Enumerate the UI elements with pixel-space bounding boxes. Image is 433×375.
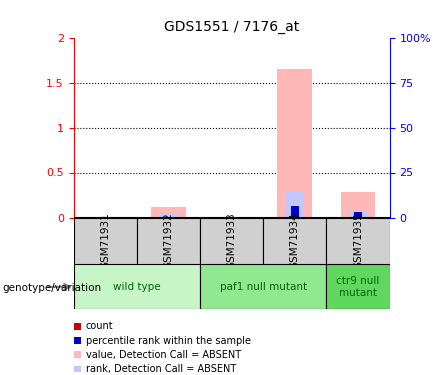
Bar [151,207,186,218]
Bar [200,264,326,309]
Text: genotype/variation: genotype/variation [2,283,101,292]
Bar [160,213,177,217]
Bar [263,217,326,264]
Text: wild type: wild type [113,282,161,292]
Text: GSM71931: GSM71931 [100,213,110,269]
Text: paf1 null mutant: paf1 null mutant [220,282,307,292]
Bar [326,264,390,309]
Text: ctr9 null
mutant: ctr9 null mutant [336,276,380,298]
Text: value, Detection Call = ABSENT: value, Detection Call = ABSENT [86,350,241,360]
Text: GSM71933: GSM71933 [226,213,237,269]
Bar [278,69,312,218]
Text: count: count [86,321,113,331]
Bar [200,217,263,264]
Bar [326,217,390,264]
Bar [74,264,200,309]
Text: GSM71935: GSM71935 [353,213,363,269]
Bar [74,217,137,264]
Bar [354,212,362,217]
Bar [291,216,299,217]
Bar [291,206,299,218]
Bar [137,217,200,264]
Bar [286,192,304,217]
Bar [349,212,367,217]
Bar [341,192,375,217]
Text: percentile rank within the sample: percentile rank within the sample [86,336,251,345]
Text: GSM71934: GSM71934 [290,213,300,269]
Text: rank, Detection Call = ABSENT: rank, Detection Call = ABSENT [86,364,236,374]
Title: GDS1551 / 7176_at: GDS1551 / 7176_at [164,20,299,34]
Text: GSM71932: GSM71932 [163,213,174,269]
